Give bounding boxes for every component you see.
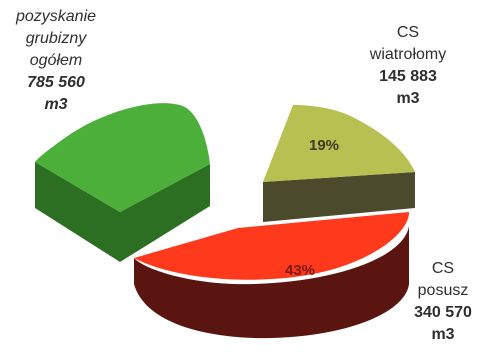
slice-wind-side (263, 172, 415, 222)
slice-total (35, 103, 210, 262)
slice-wind-percent: 19% (309, 137, 339, 154)
label-total-line-3: ogółem (29, 52, 83, 69)
label-wind-line-1: CS (396, 24, 420, 41)
label-total-unit: m3 (44, 96, 68, 113)
slice-drought-top (134, 212, 410, 280)
label-wind-unit: m3 (396, 90, 420, 107)
slice-total-top (35, 103, 210, 212)
slice-drought-side (134, 226, 409, 339)
label-total: pozyskanie grubizny ogółem 785 560 m3 (0, 6, 112, 116)
label-drought-line-2: posusz (417, 282, 469, 299)
slice-total-side (35, 162, 210, 262)
label-total-line-1: pozyskanie (15, 8, 97, 25)
label-wind: CS wiatrołomy 145 883 m3 (348, 22, 468, 110)
slice-wind: 19% (263, 105, 415, 222)
label-drought-unit: m3 (431, 326, 455, 343)
slice-wind-top (263, 105, 415, 182)
label-wind-value: 145 883 (379, 68, 437, 85)
slice-drought-percent: 43% (285, 262, 315, 279)
label-wind-line-2: wiatrołomy (369, 46, 447, 63)
label-drought-value: 340 570 (414, 304, 472, 321)
slice-drought: 43% (134, 212, 410, 339)
label-total-value: 785 560 (27, 74, 85, 91)
label-total-line-2: grubizny (25, 30, 87, 47)
label-drought: CS posusz 340 570 m3 (402, 258, 484, 346)
label-drought-line-1: CS (431, 260, 455, 277)
